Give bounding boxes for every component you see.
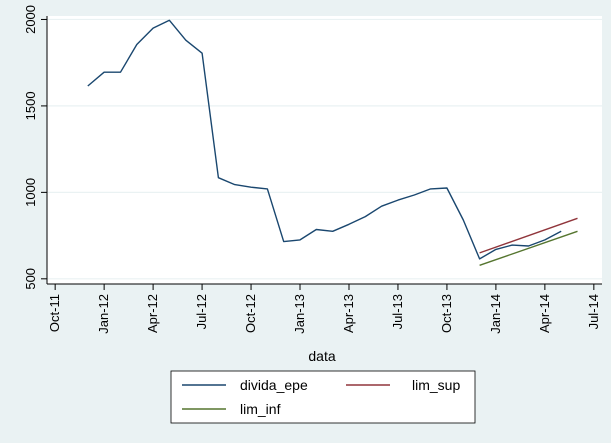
- legend: divida_epe lim_sup lim_inf: [170, 370, 476, 424]
- legend-label-divida-epe: divida_epe: [240, 377, 308, 393]
- y-tick-label-1000: 1000: [23, 178, 38, 207]
- x-tick-label-jul-14: Jul-14: [586, 294, 601, 329]
- series-line-lim-sup: [479, 217, 578, 254]
- x-tick-label-oct-13: Oct-13: [439, 294, 454, 333]
- series-group: [87, 19, 578, 266]
- x-tick-label-jan-13: Jan-13: [292, 294, 307, 334]
- plot-area: [47, 16, 602, 284]
- x-axis: Oct-11 Jan-12 Apr-12 Jul-12 Oct-12 Jan-13 Apr-…: [47, 284, 601, 334]
- x-tick-label-oct-12: Oct-12: [243, 294, 258, 333]
- x-tick-label-apr-12: Apr-12: [145, 294, 160, 333]
- legend-label-lim-inf: lim_inf: [240, 401, 281, 417]
- x-axis-title: data: [308, 348, 335, 364]
- legend-box: [170, 370, 476, 424]
- y-tick-label-2000: 2000: [23, 5, 38, 34]
- x-tick-label-apr-14: Apr-14: [537, 294, 552, 333]
- y-tick-label-500: 500: [23, 268, 38, 290]
- x-tick-label-oct-11: Oct-11: [47, 294, 62, 332]
- y-axis: 500 1000 1500 2000: [23, 5, 47, 290]
- x-tick-label-jan-12: Jan-12: [96, 294, 111, 334]
- y-tick-label-1500: 1500: [23, 91, 38, 120]
- series-line-lim-inf: [479, 230, 578, 266]
- x-tick-label-jul-13: Jul-13: [390, 294, 405, 329]
- x-tick-label-jan-14: Jan-14: [488, 294, 503, 334]
- gridlines: [47, 18, 602, 280]
- x-tick-label-jul-12: Jul-12: [194, 294, 209, 329]
- series-line-divida-epe: [87, 19, 562, 260]
- legend-label-lim-sup: lim_sup: [412, 377, 460, 393]
- x-tick-label-apr-13: Apr-13: [341, 294, 356, 333]
